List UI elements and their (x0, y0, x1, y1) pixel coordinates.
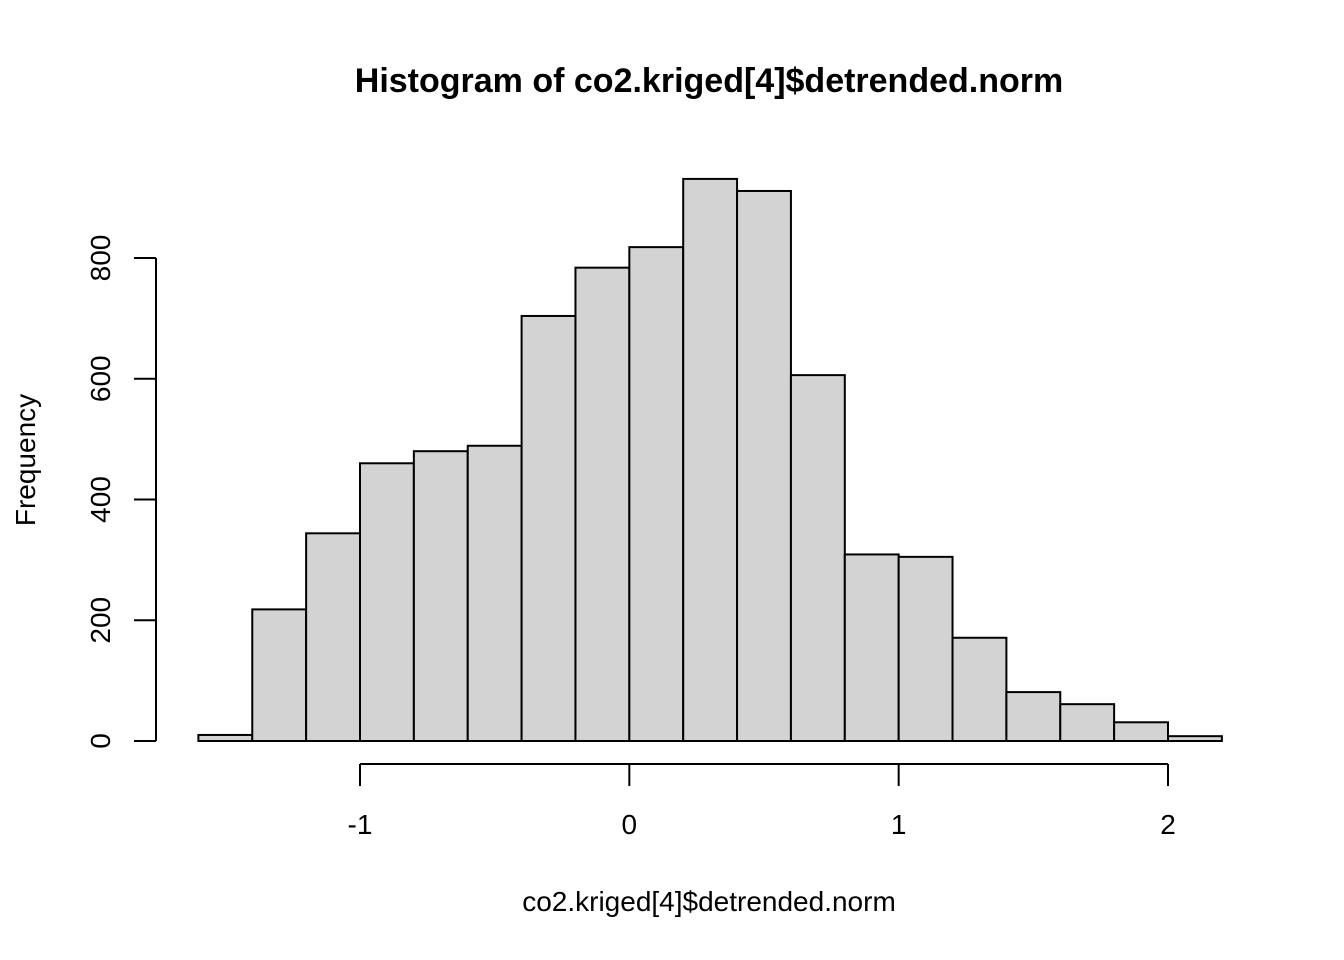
histogram-bar (682, 177, 739, 742)
histogram-bar (951, 636, 1008, 742)
histogram-bar (897, 555, 954, 743)
x-tick-label: -1 (348, 809, 373, 840)
histogram-bar (305, 532, 361, 742)
y-axis-label: Frequency (10, 394, 41, 526)
histogram-bar (1005, 691, 1062, 743)
y-tick-label: 400 (85, 476, 116, 523)
x-axis: -1 0 1 2 (348, 763, 1176, 840)
histogram-bar (843, 553, 900, 742)
x-tick-label: 0 (622, 809, 638, 840)
x-tick-label: 2 (1160, 809, 1176, 840)
histogram-bar (412, 450, 469, 742)
histogram-bar (1167, 735, 1223, 742)
histogram-bar (789, 374, 846, 742)
histogram-bar (1059, 703, 1116, 743)
histogram-bar (197, 733, 254, 743)
histogram-bar (628, 246, 685, 742)
chart-title: Histogram of co2.kriged[4]$detrended.nor… (355, 62, 1063, 100)
histogram-bar (1113, 721, 1169, 743)
histogram-bar (520, 314, 577, 742)
histogram-bar (736, 189, 792, 742)
x-axis-label: co2.kriged[4]$detrended.norm (522, 886, 896, 917)
histogram-bar (466, 444, 523, 742)
histogram-bar (574, 266, 631, 742)
y-tick-label: 0 (85, 733, 116, 749)
bars-group (197, 177, 1223, 743)
histogram-bar (359, 462, 415, 742)
y-tick-label: 800 (85, 235, 116, 282)
y-tick-label: 200 (85, 597, 116, 644)
histogram-bar (251, 608, 308, 742)
y-tick-label: 600 (85, 355, 116, 402)
y-axis: 0 200 400 600 800 (85, 235, 157, 749)
x-tick-label: 1 (891, 809, 907, 840)
